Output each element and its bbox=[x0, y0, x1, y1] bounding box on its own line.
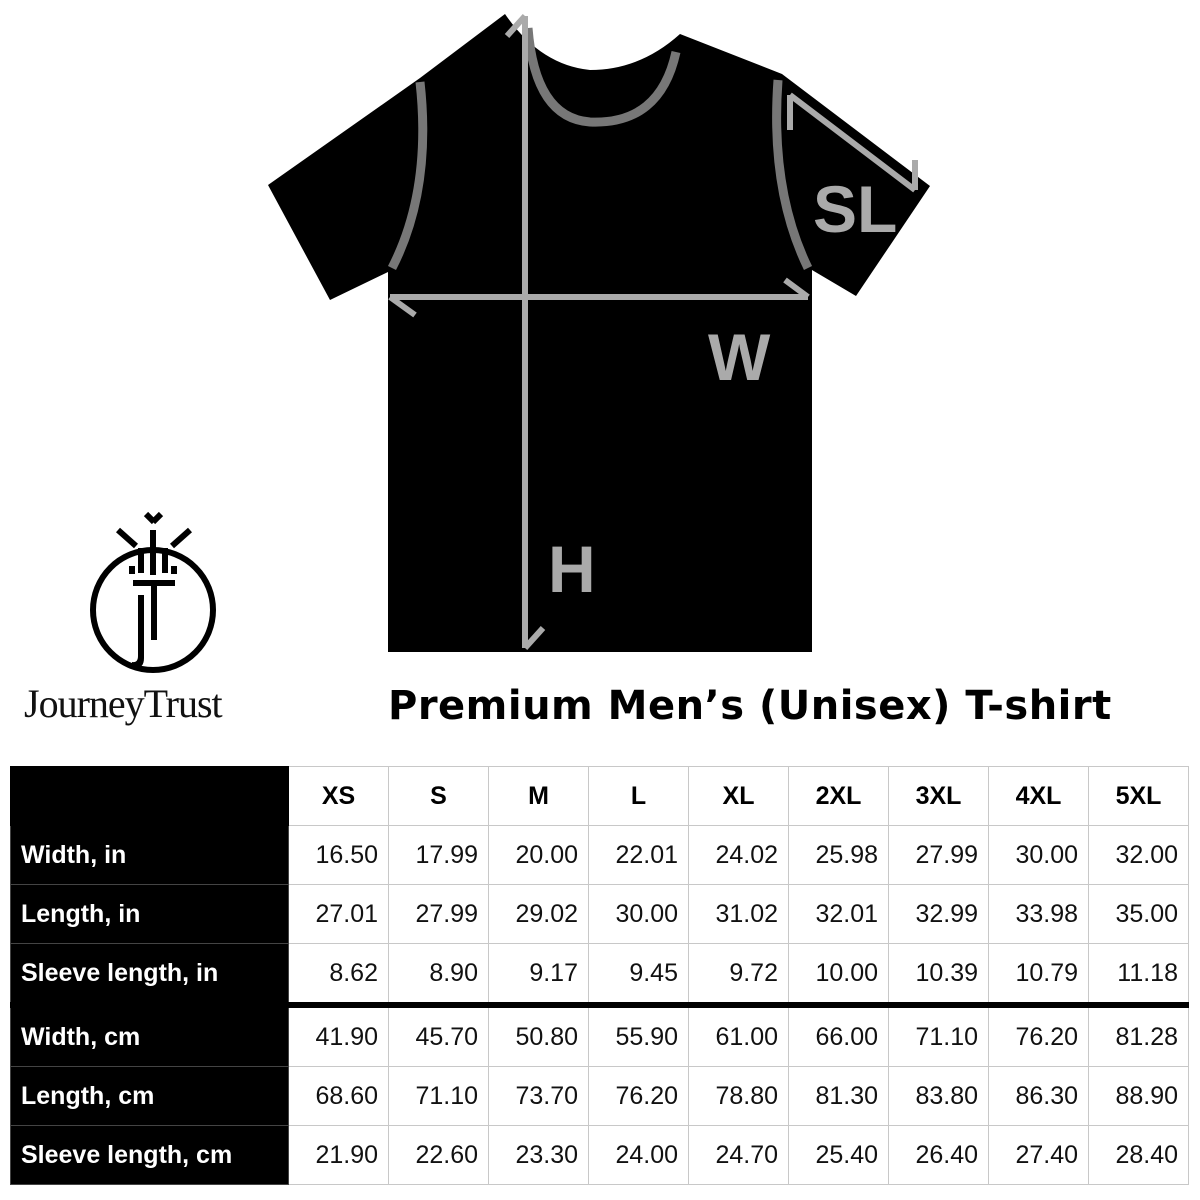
measurement-cell: 27.40 bbox=[988, 1125, 1089, 1185]
measurement-cell: 83.80 bbox=[888, 1066, 989, 1126]
measurement-cell: 76.20 bbox=[588, 1066, 689, 1126]
measurement-cell: 17.99 bbox=[388, 825, 489, 885]
measurement-cell: 8.90 bbox=[388, 943, 489, 1008]
row-label: Sleeve length, in bbox=[10, 943, 289, 1008]
measurement-cell: 29.02 bbox=[488, 884, 589, 944]
size-header: 5XL bbox=[1088, 766, 1189, 826]
measurement-cell: 8.62 bbox=[288, 943, 389, 1008]
measurement-cell: 25.98 bbox=[788, 825, 889, 885]
measurement-cell: 16.50 bbox=[288, 825, 389, 885]
measurement-cell: 68.60 bbox=[288, 1066, 389, 1126]
measurement-cell: 86.30 bbox=[988, 1066, 1089, 1126]
row-label: Length, in bbox=[10, 884, 289, 944]
collar-seam bbox=[523, 27, 681, 127]
measurement-cell: 35.00 bbox=[1088, 884, 1189, 944]
size-header: L bbox=[588, 766, 689, 826]
measurement-cell: 9.45 bbox=[588, 943, 689, 1008]
page-title: Premium Men’s (Unisex) T-shirt bbox=[388, 683, 1112, 729]
measurement-cell: 11.18 bbox=[1088, 943, 1189, 1008]
size-header: M bbox=[488, 766, 589, 826]
tshirt-body bbox=[268, 14, 930, 652]
measurement-cell: 30.00 bbox=[588, 884, 689, 944]
size-header: 3XL bbox=[888, 766, 989, 826]
row-label: Sleeve length, cm bbox=[10, 1125, 289, 1185]
measurement-cell: 32.01 bbox=[788, 884, 889, 944]
measurement-cell: 24.70 bbox=[688, 1125, 789, 1185]
measurement-cell: 32.00 bbox=[1088, 825, 1189, 885]
width-label: W bbox=[708, 320, 771, 394]
measurement-cell: 10.79 bbox=[988, 943, 1089, 1008]
table-row: Width, cm 41.90 45.70 50.80 55.90 61.00 66.00 7… bbox=[10, 1004, 1189, 1067]
brand-name: JourneyTrust bbox=[24, 681, 223, 726]
measurement-cell: 78.80 bbox=[688, 1066, 789, 1126]
measurement-cell: 71.10 bbox=[888, 1004, 989, 1067]
measurement-cell: 26.40 bbox=[888, 1125, 989, 1185]
measurement-cell: 21.90 bbox=[288, 1125, 389, 1185]
measurement-cell: 50.80 bbox=[488, 1004, 589, 1067]
measurement-cell: 76.20 bbox=[988, 1004, 1089, 1067]
left-armhole-seam bbox=[387, 81, 428, 271]
measurement-cell: 22.01 bbox=[588, 825, 689, 885]
size-header: 2XL bbox=[788, 766, 889, 826]
width-measure-line bbox=[388, 277, 810, 318]
size-header: XS bbox=[288, 766, 389, 826]
measurement-cell: 81.28 bbox=[1088, 1004, 1189, 1067]
height-measure-line bbox=[504, 13, 546, 651]
measurement-cell: 41.90 bbox=[288, 1004, 389, 1067]
measurement-cell: 32.99 bbox=[888, 884, 989, 944]
measurement-cell: 27.99 bbox=[388, 884, 489, 944]
measurement-cell: 33.98 bbox=[988, 884, 1089, 944]
measurement-cell: 20.00 bbox=[488, 825, 589, 885]
measurement-cell: 81.30 bbox=[788, 1066, 889, 1126]
size-chart-table: XS S M L XL 2XL 3XL 4XL 5XL Width, in 16.… bbox=[10, 766, 1189, 1185]
size-header: XL bbox=[688, 766, 789, 826]
measurement-cell: 23.30 bbox=[488, 1125, 589, 1185]
height-label: H bbox=[548, 532, 596, 606]
size-header: S bbox=[388, 766, 489, 826]
right-armhole-seam bbox=[772, 79, 813, 270]
measurement-cell: 25.40 bbox=[788, 1125, 889, 1185]
header-row: XS S M L XL 2XL 3XL 4XL 5XL bbox=[10, 766, 1189, 826]
measurement-cell: 27.99 bbox=[888, 825, 989, 885]
size-header: 4XL bbox=[988, 766, 1089, 826]
row-label: Width, in bbox=[10, 825, 289, 885]
sleeve-label: SL bbox=[813, 172, 897, 246]
row-label: Length, cm bbox=[10, 1066, 289, 1126]
measurement-cell: 9.72 bbox=[688, 943, 789, 1008]
sleeve-measure-line bbox=[787, 92, 918, 193]
table-row: Sleeve length, in 8.62 8.90 9.17 9.45 9.72 10.… bbox=[10, 943, 1189, 1008]
table-row: Width, in 16.50 17.99 20.00 22.01 24.02 25.98 2… bbox=[10, 825, 1189, 885]
table-row: Sleeve length, cm 21.90 22.60 23.30 24.00 24.… bbox=[10, 1125, 1189, 1185]
tshirt-diagram: W H SL bbox=[268, 13, 930, 652]
measurement-cell: 45.70 bbox=[388, 1004, 489, 1067]
measurement-cell: 22.60 bbox=[388, 1125, 489, 1185]
corner-cell bbox=[10, 766, 289, 826]
measurement-cell: 30.00 bbox=[988, 825, 1089, 885]
measurement-cell: 10.39 bbox=[888, 943, 989, 1008]
measurement-cell: 9.17 bbox=[488, 943, 589, 1008]
measurement-cell: 71.10 bbox=[388, 1066, 489, 1126]
measurement-cell: 88.90 bbox=[1088, 1066, 1189, 1126]
measurement-cell: 61.00 bbox=[688, 1004, 789, 1067]
row-label: Width, cm bbox=[10, 1004, 289, 1067]
measurement-cell: 55.90 bbox=[588, 1004, 689, 1067]
measurement-cell: 24.02 bbox=[688, 825, 789, 885]
measurement-cell: 24.00 bbox=[588, 1125, 689, 1185]
measurement-cell: 66.00 bbox=[788, 1004, 889, 1067]
measurement-cell: 73.70 bbox=[488, 1066, 589, 1126]
measurement-cell: 27.01 bbox=[288, 884, 389, 944]
measurement-cell: 31.02 bbox=[688, 884, 789, 944]
table-row: Length, cm 68.60 71.10 73.70 76.20 78.80 81.30… bbox=[10, 1066, 1189, 1126]
journeytrust-logo bbox=[90, 511, 216, 673]
measurement-cell: 10.00 bbox=[788, 943, 889, 1008]
measurement-cell: 28.40 bbox=[1088, 1125, 1189, 1185]
table-row: Length, in 27.01 27.99 29.02 30.00 31.02 32.01… bbox=[10, 884, 1189, 944]
